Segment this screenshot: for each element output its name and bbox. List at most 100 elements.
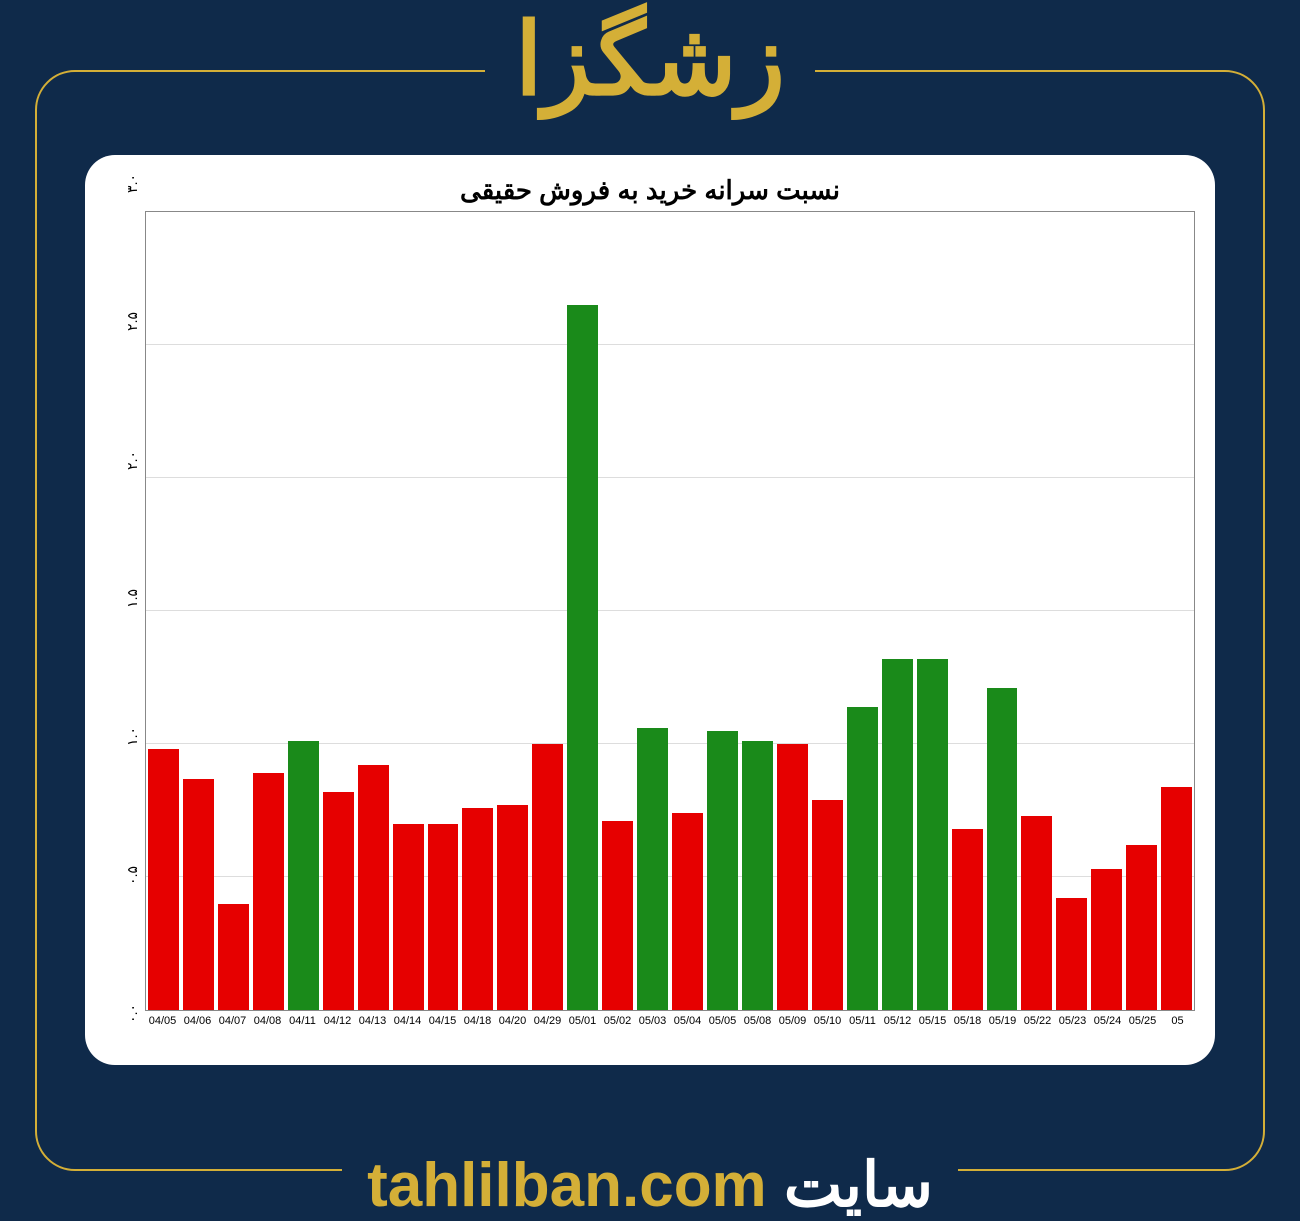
bar bbox=[148, 749, 179, 1010]
bar bbox=[288, 741, 319, 1010]
bar bbox=[637, 728, 668, 1010]
bar bbox=[183, 779, 214, 1010]
bar bbox=[672, 813, 703, 1010]
y-tick-label: ۳.۰ bbox=[124, 174, 140, 193]
y-tick-label: ۲.۵ bbox=[124, 312, 140, 331]
bar-slot bbox=[810, 212, 845, 1010]
bar-slot bbox=[1019, 212, 1054, 1010]
bar bbox=[358, 765, 389, 1010]
bar-slot bbox=[985, 212, 1020, 1010]
x-tick-label: 04/12 bbox=[320, 1011, 355, 1041]
x-tick-label: 05/24 bbox=[1090, 1011, 1125, 1041]
bar-slot bbox=[950, 212, 985, 1010]
bar-slot bbox=[286, 212, 321, 1010]
bar-slot bbox=[251, 212, 286, 1010]
x-tick-label: 05/04 bbox=[670, 1011, 705, 1041]
bar bbox=[323, 792, 354, 1010]
bar-slot bbox=[216, 212, 251, 1010]
x-tick-label: 04/06 bbox=[180, 1011, 215, 1041]
x-tick-label: 04/07 bbox=[215, 1011, 250, 1041]
x-tick-label: 05/09 bbox=[775, 1011, 810, 1041]
bar-slot bbox=[356, 212, 391, 1010]
bar bbox=[882, 659, 913, 1010]
x-tick-label: 04/11 bbox=[285, 1011, 320, 1041]
x-tick-label: 04/29 bbox=[530, 1011, 565, 1041]
y-tick-label: ۲.۰ bbox=[124, 451, 140, 470]
bar bbox=[1161, 787, 1192, 1010]
bar bbox=[777, 744, 808, 1010]
x-tick-label: 04/20 bbox=[495, 1011, 530, 1041]
bar-slot bbox=[495, 212, 530, 1010]
x-tick-label: 05/23 bbox=[1055, 1011, 1090, 1041]
x-tick-label: 05 bbox=[1160, 1011, 1195, 1041]
x-tick-label: 05/15 bbox=[915, 1011, 950, 1041]
bar bbox=[393, 824, 424, 1010]
x-tick-label: 05/19 bbox=[985, 1011, 1020, 1041]
y-tick-label: ۰.۰ bbox=[124, 1004, 140, 1023]
footer-label: سایت bbox=[784, 1151, 933, 1220]
bar-slot bbox=[565, 212, 600, 1010]
bar bbox=[847, 707, 878, 1010]
x-tick-label: 05/12 bbox=[880, 1011, 915, 1041]
y-tick-label: ۱.۵ bbox=[124, 589, 140, 608]
footer-wrap: سایت tahlilban.com bbox=[0, 1148, 1300, 1221]
bar bbox=[987, 688, 1018, 1010]
bar bbox=[812, 800, 843, 1010]
y-tick-label: ۱.۰ bbox=[124, 727, 140, 746]
x-tick-label: 04/14 bbox=[390, 1011, 425, 1041]
header-title-wrap: زشگزا bbox=[0, 10, 1300, 110]
bar-slot bbox=[426, 212, 461, 1010]
bar bbox=[1126, 845, 1157, 1010]
x-tick-label: 05/03 bbox=[635, 1011, 670, 1041]
bar bbox=[567, 305, 598, 1010]
bar-slot bbox=[880, 212, 915, 1010]
bar-slot bbox=[530, 212, 565, 1010]
x-tick-label: 04/13 bbox=[355, 1011, 390, 1041]
x-tick-label: 05/22 bbox=[1020, 1011, 1055, 1041]
bar bbox=[428, 824, 459, 1010]
x-tick-label: 05/10 bbox=[810, 1011, 845, 1041]
bar-slot bbox=[775, 212, 810, 1010]
x-tick-label: 04/08 bbox=[250, 1011, 285, 1041]
bar-slot bbox=[146, 212, 181, 1010]
bar bbox=[917, 659, 948, 1010]
bar-slot bbox=[1124, 212, 1159, 1010]
bar bbox=[253, 773, 284, 1010]
chart-card: نسبت سرانه خرید به فروش حقیقی ۰.۰۰.۵۱.۰۱… bbox=[85, 155, 1215, 1065]
bar bbox=[1056, 898, 1087, 1010]
chart-title: نسبت سرانه خرید به فروش حقیقی bbox=[105, 175, 1195, 206]
x-tick-label: 04/18 bbox=[460, 1011, 495, 1041]
bar bbox=[497, 805, 528, 1010]
plot-area: ۰.۰۰.۵۱.۰۱.۵۲.۰۲.۵۳.۰ 04/0504/0604/0704/… bbox=[105, 211, 1195, 1041]
chart-plot bbox=[145, 211, 1195, 1011]
footer-site-url: tahlilban.com bbox=[367, 1151, 767, 1220]
y-axis: ۰.۰۰.۵۱.۰۱.۵۲.۰۲.۵۳.۰ bbox=[105, 211, 145, 1041]
bar bbox=[707, 731, 738, 1010]
bar bbox=[218, 904, 249, 1010]
x-tick-label: 05/01 bbox=[565, 1011, 600, 1041]
x-tick-label: 05/25 bbox=[1125, 1011, 1160, 1041]
x-tick-label: 05/02 bbox=[600, 1011, 635, 1041]
footer-text: سایت tahlilban.com bbox=[342, 1148, 958, 1221]
bar bbox=[1021, 816, 1052, 1010]
bar-slot bbox=[845, 212, 880, 1010]
x-axis: 04/0504/0604/0704/0804/1104/1204/1304/14… bbox=[145, 1011, 1195, 1041]
x-tick-label: 05/11 bbox=[845, 1011, 880, 1041]
bar bbox=[742, 741, 773, 1010]
bar bbox=[952, 829, 983, 1010]
x-tick-label: 04/15 bbox=[425, 1011, 460, 1041]
bar-slot bbox=[1054, 212, 1089, 1010]
bar bbox=[1091, 869, 1122, 1010]
bar-slot bbox=[391, 212, 426, 1010]
bar-slot bbox=[1159, 212, 1194, 1010]
bar-slot bbox=[460, 212, 495, 1010]
x-tick-label: 05/18 bbox=[950, 1011, 985, 1041]
bar bbox=[462, 808, 493, 1010]
bar-slot bbox=[915, 212, 950, 1010]
bar-slot bbox=[670, 212, 705, 1010]
bars-container bbox=[146, 212, 1194, 1010]
bar-slot bbox=[705, 212, 740, 1010]
bar bbox=[532, 744, 563, 1010]
bar-slot bbox=[600, 212, 635, 1010]
stock-symbol-title: زشگزا bbox=[485, 10, 815, 110]
